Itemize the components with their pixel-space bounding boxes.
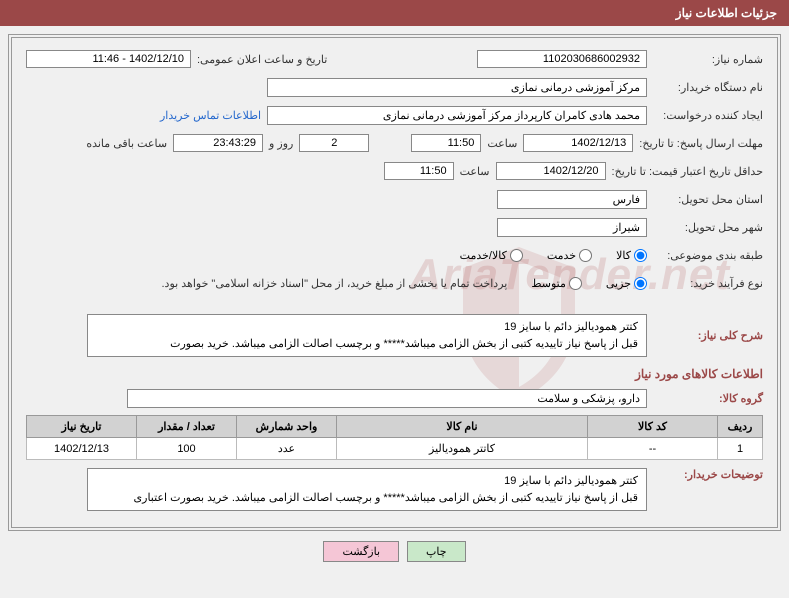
cat-khadmat-radio[interactable]: خدمت [547,249,592,262]
cat-kala-khadmat-text: کالا/خدمت [460,249,507,262]
col-code: کد کالا [588,416,718,438]
general-desc-value: کتتر همودیالیز دائم با سایز 19 قبل از پا… [87,314,647,357]
cell-code: -- [588,438,718,460]
contact-buyer-link[interactable]: اطلاعات تماس خریدار [160,109,261,122]
buyer-org-label: نام دستگاه خریدار: [653,81,763,94]
announce-datetime-label: تاریخ و ساعت اعلان عمومی: [197,53,327,66]
announce-datetime-value: 1402/12/10 - 11:46 [26,50,191,68]
col-qty: تعداد / مقدار [137,416,237,438]
table-header-row: ردیف کد کالا نام کالا واحد شمارش تعداد /… [27,416,763,438]
col-name: نام کالا [337,416,588,438]
province-label: استان محل تحویل: [653,193,763,206]
min-validity-time-value: 11:50 [384,162,454,180]
back-button[interactable]: بازگشت [323,541,399,562]
pt-jozi-radio[interactable]: جزیی [606,277,647,290]
deadline-time-value: 11:50 [411,134,481,152]
page-title: جزئیات اطلاعات نیاز [676,6,777,20]
time-word-2: ساعت [460,165,490,178]
city-value: شیراز [497,218,647,237]
min-validity-label: حداقل تاریخ اعتبار قیمت: تا تاریخ: [612,165,763,178]
days-count-value: 2 [299,134,369,152]
pt-motavaset-text: متوسط [531,277,566,290]
city-label: شهر محل تحویل: [653,221,763,234]
cell-idx: 1 [718,438,763,460]
payment-note: پرداخت تمام یا بخشی از مبلغ خرید، از محل… [162,277,508,290]
page-header: جزئیات اطلاعات نیاز [0,0,789,26]
days-and-label: روز و [269,137,293,150]
remaining-label: ساعت باقی مانده [86,137,167,150]
buyer-notes-value: کتتر همودیالیز دائم با سایز 19 قبل از پا… [87,468,647,511]
pt-motavaset-input[interactable] [569,277,582,290]
main-panel: شماره نیاز: 1102030686002932 تاریخ و ساع… [11,37,778,528]
requester-label: ایجاد کننده درخواست: [653,109,763,122]
col-unit: واحد شمارش [237,416,337,438]
cell-qty: 100 [137,438,237,460]
pt-jozi-input[interactable] [634,277,647,290]
requester-value: محمد هادی کامران کارپرداز مرکز آموزشی در… [267,106,647,125]
cat-khadmat-text: خدمت [547,249,576,262]
cell-date: 1402/12/13 [27,438,137,460]
goods-group-label: گروه کالا: [653,392,763,405]
cat-kala-text: کالا [616,249,631,262]
buyer-org-value: مرکز آموزشی درمانی نمازی [267,78,647,97]
province-value: فارس [497,190,647,209]
items-section-title: اطلاعات کالاهای مورد نیاز [26,367,763,381]
col-date: تاریخ نیاز [27,416,137,438]
remaining-time-value: 23:43:29 [173,134,263,152]
buyer-notes-label: توضیحات خریدار: [653,468,763,481]
need-number-label: شماره نیاز: [653,53,763,66]
purchase-type-label: نوع فرآیند خرید: [653,277,763,290]
deadline-date-value: 1402/12/13 [523,134,633,152]
table-row: 1 -- کاتتر همودیالیز عدد 100 1402/12/13 [27,438,763,460]
goods-group-value: دارو، پزشکی و سلامت [127,389,647,408]
cat-kala-khadmat-input[interactable] [510,249,523,262]
items-table: ردیف کد کالا نام کالا واحد شمارش تعداد /… [26,415,763,460]
general-desc-label: شرح کلی نیاز: [653,329,763,342]
category-label: طبقه بندی موضوعی: [653,249,763,262]
cat-kala-input[interactable] [634,249,647,262]
time-word-1: ساعت [487,137,517,150]
button-row: چاپ بازگشت [0,541,789,562]
main-panel-outer: شماره نیاز: 1102030686002932 تاریخ و ساع… [8,34,781,531]
deadline-label: مهلت ارسال پاسخ: تا تاریخ: [639,137,763,150]
cat-khadmat-input[interactable] [579,249,592,262]
print-button[interactable]: چاپ [407,541,466,562]
pt-motavaset-radio[interactable]: متوسط [531,277,582,290]
cat-kala-radio[interactable]: کالا [616,249,647,262]
cell-name: کاتتر همودیالیز [337,438,588,460]
cell-unit: عدد [237,438,337,460]
pt-jozi-text: جزیی [606,277,631,290]
min-validity-date-value: 1402/12/20 [496,162,606,180]
cat-kala-khadmat-radio[interactable]: کالا/خدمت [460,249,523,262]
need-number-value: 1102030686002932 [477,50,647,68]
col-idx: ردیف [718,416,763,438]
